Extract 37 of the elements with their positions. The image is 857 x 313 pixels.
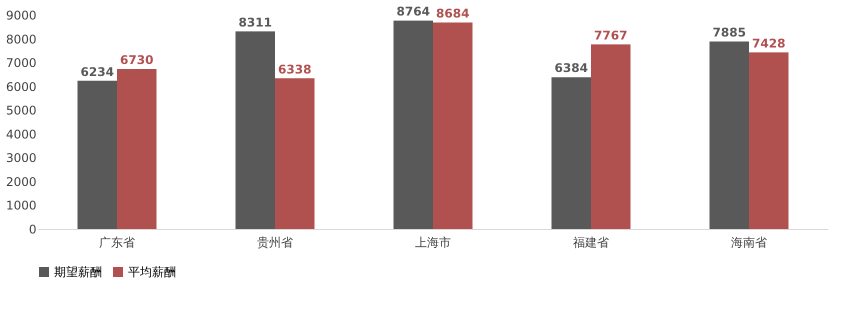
- x-tick-label: 贵州省: [257, 236, 293, 250]
- y-tick-label: 6000: [6, 80, 36, 94]
- y-tick-label: 3000: [6, 151, 36, 166]
- data-label: 7767: [594, 28, 628, 42]
- data-label: 6730: [120, 52, 154, 67]
- bar: [749, 52, 788, 229]
- data-label: 8311: [238, 15, 272, 30]
- legend-label: 期望薪酬: [54, 265, 102, 279]
- bar: [591, 44, 630, 229]
- bar: [78, 80, 117, 229]
- y-tick-label: 9000: [6, 8, 36, 22]
- bar: [117, 68, 156, 229]
- data-label: 7885: [712, 26, 746, 40]
- y-tick-label: 8000: [6, 32, 36, 46]
- bar: [552, 77, 591, 229]
- data-label: 7428: [752, 36, 786, 50]
- y-tick-label: 4000: [6, 127, 36, 142]
- bar: [394, 20, 433, 229]
- data-label: 8764: [396, 4, 430, 19]
- y-tick-label: 2000: [6, 174, 36, 189]
- y-tick-label: 7000: [6, 56, 36, 70]
- y-tick-label: 0: [28, 222, 36, 236]
- y-tick-label: 1000: [6, 198, 36, 213]
- y-tick-label: 5000: [6, 104, 36, 118]
- bar: [433, 22, 472, 229]
- bar: [710, 42, 749, 229]
- x-tick-label: 上海市: [415, 236, 451, 250]
- bar: [236, 31, 275, 229]
- x-tick-label: 广东省: [99, 236, 135, 250]
- data-label: 6338: [278, 62, 312, 76]
- data-label: 8684: [436, 6, 470, 21]
- legend-label: 平均薪酬: [128, 265, 176, 279]
- data-label: 6384: [554, 61, 588, 76]
- bar: [275, 78, 314, 229]
- data-label: 6234: [80, 64, 114, 79]
- x-tick-label: 海南省: [731, 236, 767, 250]
- x-tick-label: 福建省: [573, 236, 609, 250]
